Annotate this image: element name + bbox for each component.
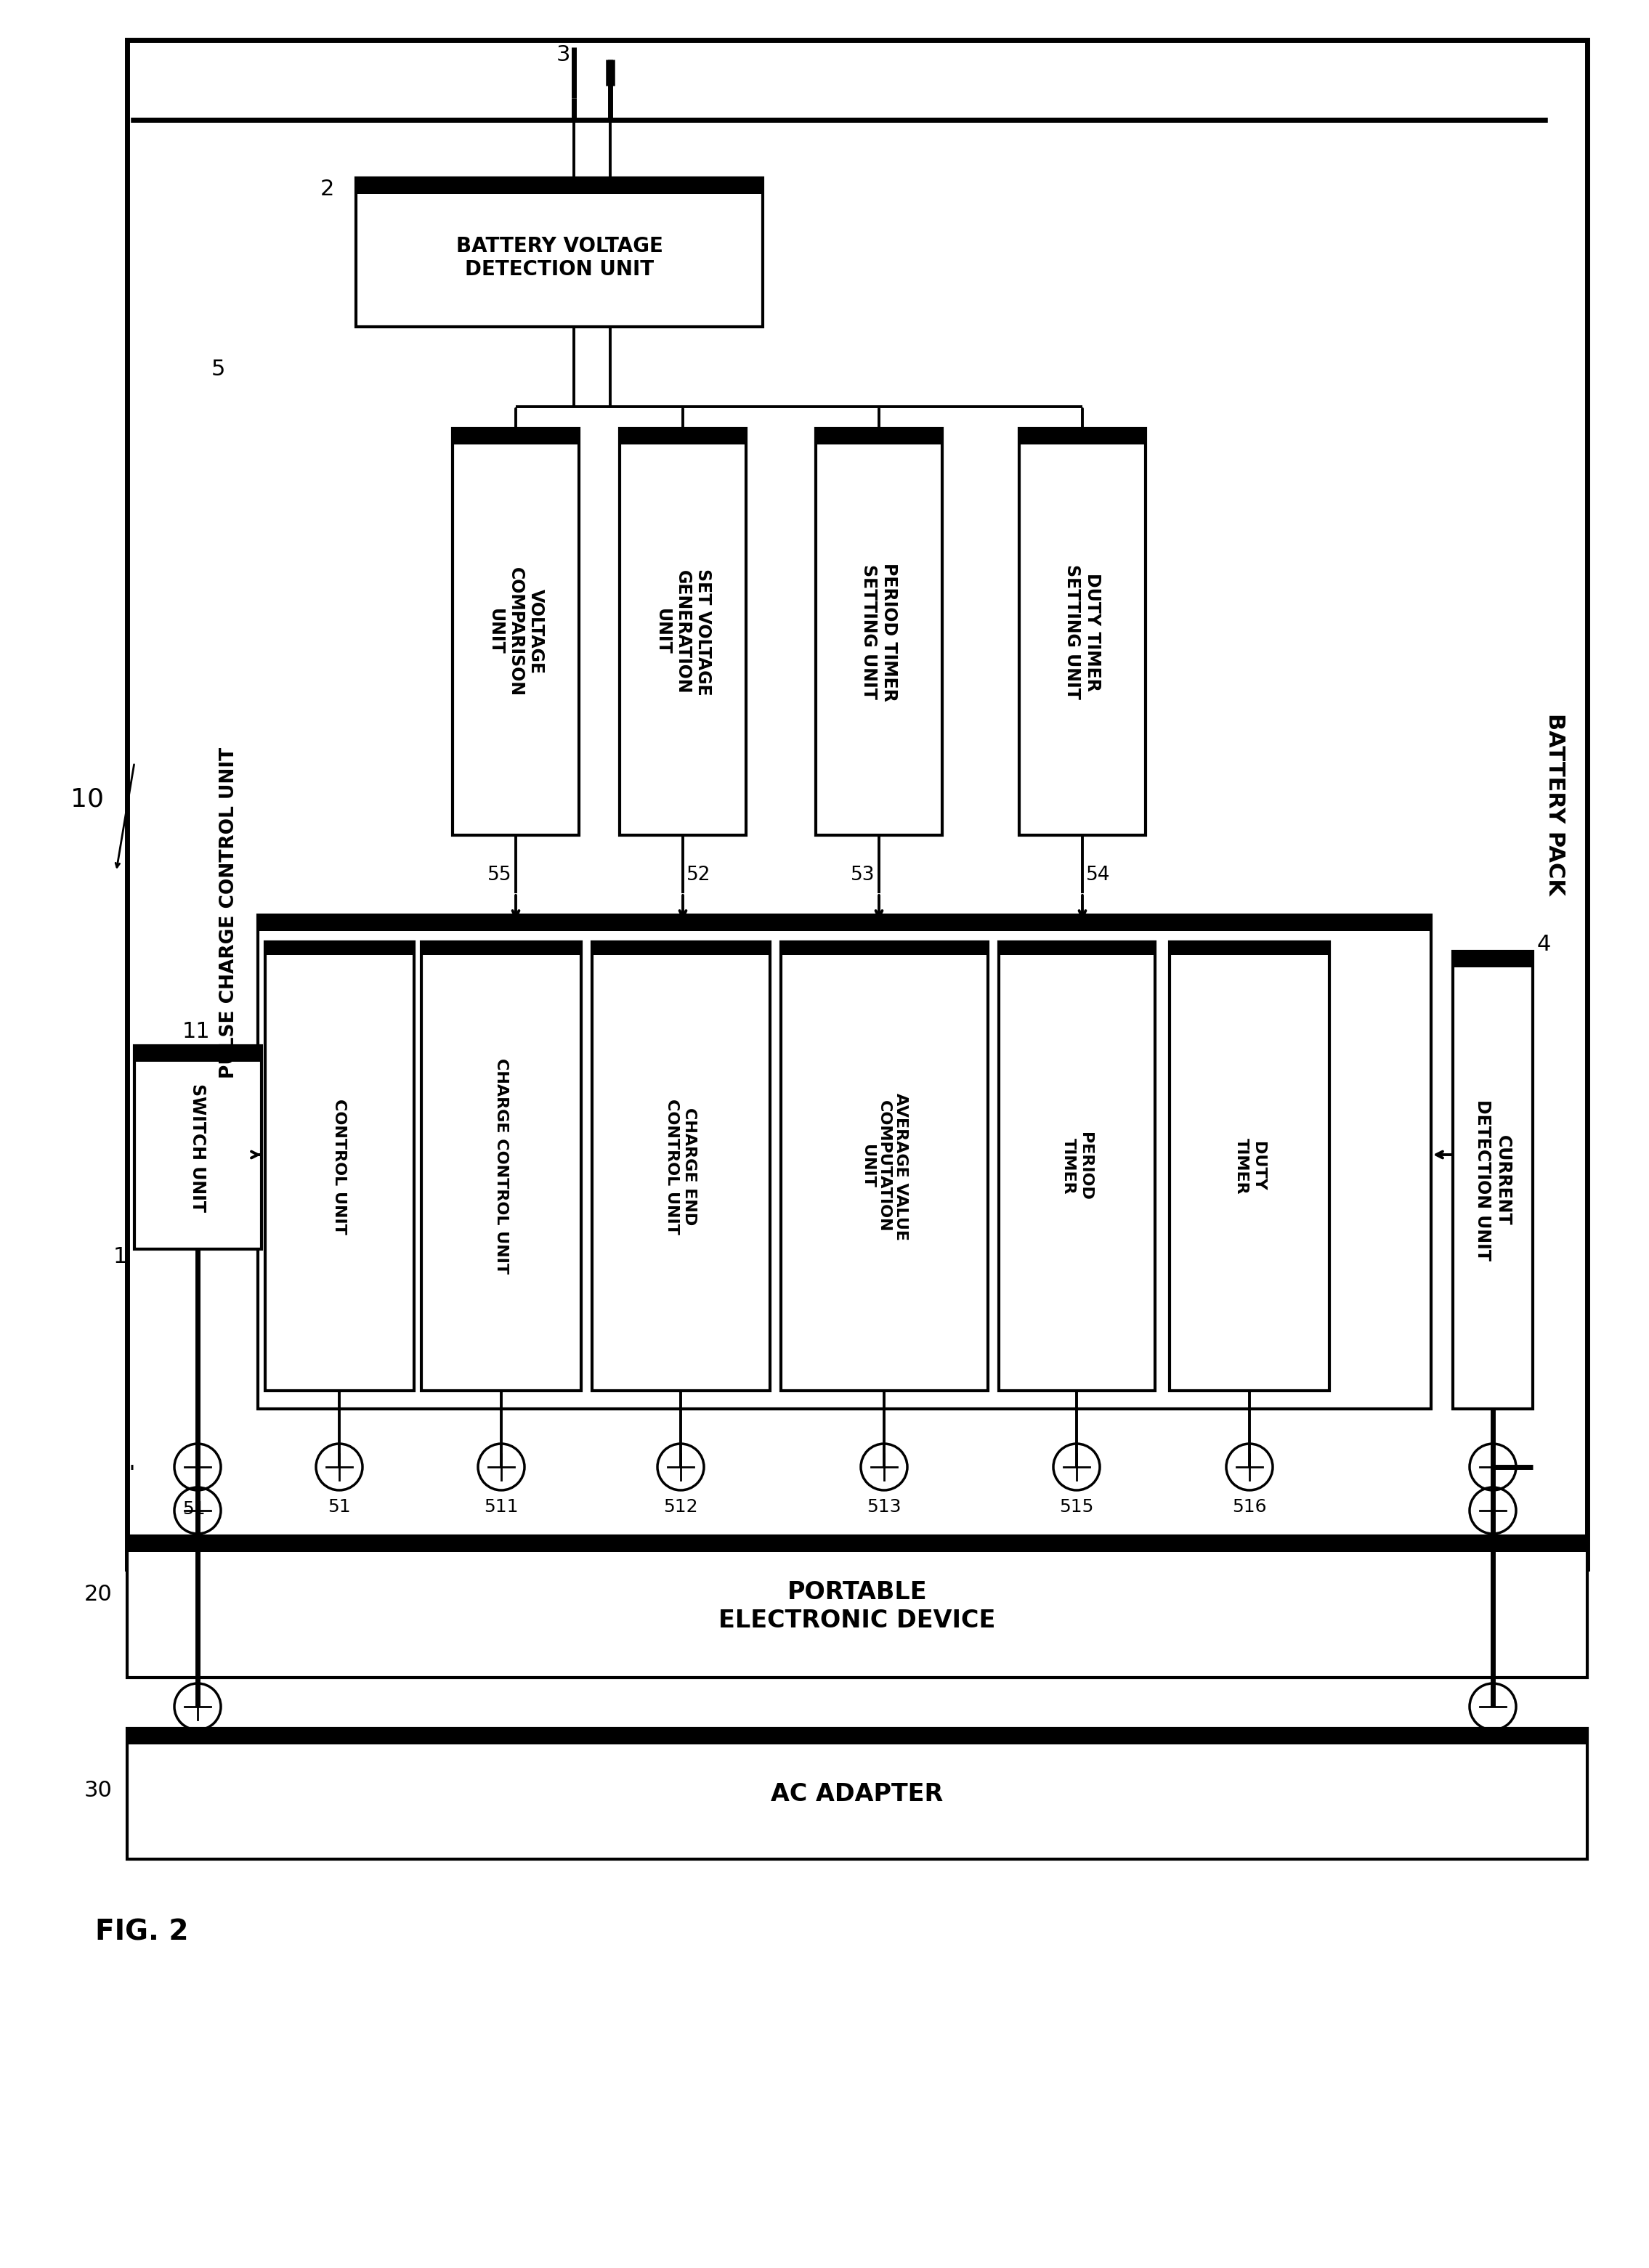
Bar [999,941,1154,1390]
Text: 1: 1 [112,1245,127,1268]
Text: 53: 53 [851,866,876,885]
Bar [452,429,579,835]
Bar [592,941,770,1390]
Bar [1453,950,1534,968]
Bar [134,1046,262,1250]
Text: BATTERY VOLTAGE
DETECTION UNIT: BATTERY VOLTAGE DETECTION UNIT [455,236,663,279]
Text: 5: 5 [211,358,224,379]
Text: CHARGE END
CONTROL UNIT: CHARGE END CONTROL UNIT [665,1098,696,1234]
Bar [265,941,414,955]
Text: 3: 3 [556,43,571,66]
Text: CONTROL UNIT: CONTROL UNIT [331,1098,346,1234]
Text: AC ADAPTER: AC ADAPTER [772,1783,943,1805]
Text: BATTERY PACK: BATTERY PACK [1543,712,1565,896]
Text: 55: 55 [488,866,511,885]
Bar [257,914,1431,1408]
Text: 516: 516 [1232,1499,1266,1515]
Text: DUTY
TIMER: DUTY TIMER [1233,1139,1265,1195]
Text: 30: 30 [84,1780,112,1801]
Bar [422,941,580,1390]
Bar [203,370,1534,1456]
Text: FIG. 2: FIG. 2 [96,1919,188,1946]
Text: VOLTAGE
COMPARISON
UNIT: VOLTAGE COMPARISON UNIT [486,567,544,696]
Bar [782,941,988,1390]
Text: 2: 2 [320,179,335,200]
Text: 511: 511 [485,1499,518,1515]
Bar [1169,941,1329,1390]
Text: PERIOD
TIMER: PERIOD TIMER [1060,1132,1092,1200]
Text: 51: 51 [328,1499,351,1515]
Bar [452,429,579,445]
Bar [1169,941,1329,955]
Bar [127,1728,1588,1744]
Bar [127,1535,1588,1551]
Text: PERIOD TIMER
SETTING UNIT: PERIOD TIMER SETTING UNIT [861,562,897,701]
Bar [1019,429,1146,835]
Bar [592,941,770,955]
Bar [127,41,1588,1569]
Bar [782,941,988,955]
Bar [999,941,1154,955]
Text: SET VOLTAGE
GENERATION
UNIT: SET VOLTAGE GENERATION UNIT [655,569,712,696]
Text: AVERAGE VALUE
COMPUTATION
UNIT: AVERAGE VALUE COMPUTATION UNIT [859,1093,909,1241]
Bar [265,941,414,1390]
Bar [134,1046,262,1061]
Text: 20: 20 [84,1583,112,1603]
Bar [356,177,763,327]
Bar [356,177,763,193]
Text: 513: 513 [867,1499,902,1515]
Bar [620,429,745,835]
Text: PULSE CHARGE CONTROL UNIT: PULSE CHARGE CONTROL UNIT [219,746,237,1080]
Text: 512: 512 [663,1499,698,1515]
Text: DUTY TIMER
SETTING UNIT: DUTY TIMER SETTING UNIT [1064,565,1102,699]
Bar [816,429,942,445]
Text: 51: 51 [183,1501,206,1517]
Text: CURRENT
DETECTION UNIT: CURRENT DETECTION UNIT [1474,1100,1512,1261]
Bar [127,1535,1588,1678]
Text: 11: 11 [181,1021,209,1041]
Text: 4: 4 [1537,934,1550,955]
Bar [1453,950,1534,1408]
Text: 515: 515 [1059,1499,1093,1515]
Bar [816,429,942,835]
Bar [127,1728,1588,1860]
Bar [422,941,580,955]
Text: CHARGE CONTROL UNIT: CHARGE CONTROL UNIT [495,1059,508,1275]
Text: PORTABLE
ELECTRONIC DEVICE: PORTABLE ELECTRONIC DEVICE [719,1581,996,1633]
Text: SWITCH UNIT: SWITCH UNIT [190,1084,206,1211]
Text: 10: 10 [71,787,104,812]
Text: 52: 52 [686,866,711,885]
Bar [620,429,745,445]
Text: 54: 54 [1087,866,1110,885]
Bar [1019,429,1146,445]
Bar [257,914,1431,932]
